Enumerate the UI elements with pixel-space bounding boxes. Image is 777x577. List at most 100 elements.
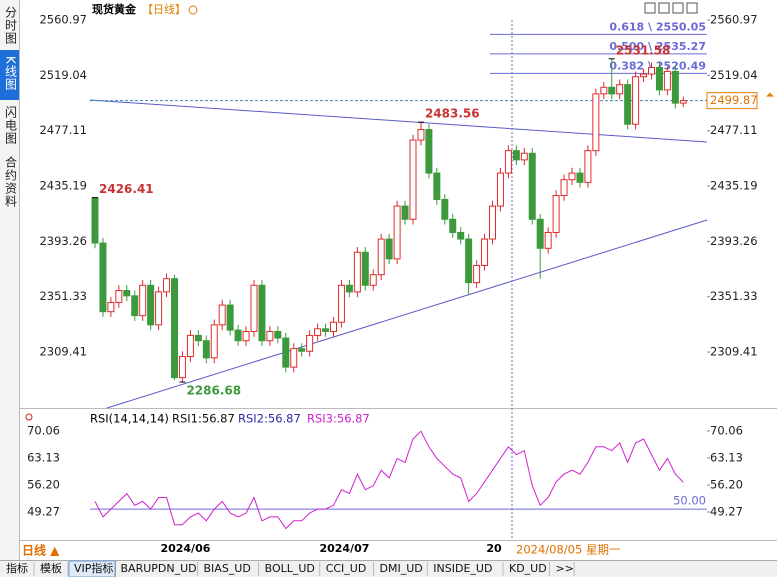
fib-label: 0.618 \ 2550.05: [609, 20, 706, 33]
toolbar-item[interactable]: BIAS_UD: [204, 562, 251, 575]
candle-body: [655, 66, 663, 91]
candle-body: [131, 295, 139, 317]
trend-line: [106, 219, 708, 409]
last-price-arrow: [766, 92, 774, 97]
period-button[interactable]: 日线 ▲: [22, 543, 60, 558]
toolbar-item[interactable]: BARUPDN_UD: [121, 562, 197, 575]
x-tick-label: 20: [486, 542, 502, 555]
y-tick-label: 2560.97: [39, 12, 87, 26]
top-icons: [644, 2, 698, 14]
candle-body: [393, 205, 401, 260]
toolbar-item[interactable]: DMI_UD: [380, 562, 423, 575]
candle-body: [409, 139, 417, 220]
toolbar-item[interactable]: BOLL_UD: [265, 562, 315, 575]
candle-body: [266, 330, 274, 342]
x-tick-label: 2024/07: [319, 542, 369, 555]
candle-body: [99, 242, 107, 313]
candle-body: [369, 274, 377, 286]
y-tick-label: 2477.11: [710, 123, 758, 137]
last-price-label: 2499.87: [710, 93, 758, 107]
chart-period: 【日线】: [142, 2, 186, 16]
candle-body: [178, 356, 186, 379]
toolbar-item[interactable]: VIP指标: [74, 561, 113, 575]
icon[interactable]: [658, 2, 670, 14]
y-tick-label: 2519.04: [710, 68, 758, 82]
candle-body: [147, 284, 155, 326]
candle-body: [91, 197, 99, 244]
icon[interactable]: [672, 2, 684, 14]
rsi-tick-label: 56.20: [27, 477, 60, 491]
icon[interactable]: [686, 2, 698, 14]
sidebar-active: [0, 50, 19, 100]
candle-body: [322, 328, 330, 332]
extreme-label: 2483.56: [425, 107, 480, 121]
rsi-tick-label: 56.20: [710, 477, 743, 491]
candle-body: [194, 334, 202, 342]
candle-body: [361, 251, 369, 286]
y-tick-label: 2560.97: [710, 12, 758, 26]
candle-body: [568, 172, 576, 181]
toolbar-item[interactable]: CCI_UD: [326, 562, 367, 575]
icon[interactable]: [644, 2, 656, 14]
candle-body: [377, 238, 385, 276]
candle-body: [504, 150, 512, 174]
y-tick-label: 2351.33: [39, 289, 87, 303]
cursor-label: 2024/08/05 星期一: [516, 543, 621, 557]
candle-body: [345, 284, 353, 293]
candle-body: [250, 284, 258, 332]
candle-body: [433, 172, 441, 200]
toolbar-active: [68, 560, 116, 577]
sidebar-tab[interactable]: 分时图: [4, 6, 18, 45]
candle-body: [489, 205, 496, 240]
sidebar-tab[interactable]: 合约资料: [4, 155, 18, 208]
add-icon[interactable]: [188, 5, 198, 15]
toolbar-item[interactable]: KD_UD: [509, 562, 547, 575]
candle-body: [600, 86, 608, 95]
candle-body: [560, 179, 568, 197]
settings-icon[interactable]: [25, 413, 33, 421]
rsi-legend: RSI3:56.87: [307, 412, 370, 426]
candle-body: [298, 348, 306, 352]
candle-body: [226, 304, 234, 331]
candle-body: [671, 70, 679, 104]
toolbar-item[interactable]: INSIDE_UD: [433, 562, 492, 575]
fib-label: 0.382 \ 2520.49: [609, 59, 706, 72]
toolbar-item[interactable]: >>: [556, 562, 574, 575]
y-tick-label: 2351.33: [710, 289, 758, 303]
candle-body: [210, 324, 218, 359]
extreme-label: 2531.58: [616, 43, 671, 57]
candle-body: [536, 218, 544, 249]
candle-body: [624, 84, 632, 125]
candle-body: [512, 150, 520, 161]
extreme-label: 2286.68: [186, 384, 241, 398]
candle-body: [648, 66, 655, 75]
rsi-tick-label: 63.13: [27, 451, 60, 465]
rsi-reference-label: 50.00: [673, 494, 706, 508]
candle-body: [282, 337, 290, 368]
candle-body: [449, 218, 457, 233]
candle-body: [417, 129, 425, 141]
chart-title: 现货黄金: [92, 2, 137, 16]
toolbar-item[interactable]: 模板: [40, 561, 62, 575]
trend-line: [89, 99, 708, 143]
candle-body: [496, 172, 504, 207]
y-tick-label: 2393.26: [39, 234, 87, 248]
candle-body: [123, 290, 131, 297]
candle-body: [337, 284, 345, 323]
rsi-tick-label: 49.27: [27, 504, 60, 518]
candle-body: [401, 205, 409, 220]
candle-body: [616, 84, 624, 95]
candle-body: [425, 129, 433, 174]
y-tick-label: 2435.19: [39, 179, 87, 193]
toolbar-item[interactable]: 指标: [6, 561, 28, 575]
sidebar-tab[interactable]: 闪电图: [4, 106, 18, 145]
candle-body: [679, 100, 687, 104]
sidebar-tab[interactable]: K线图: [4, 56, 18, 91]
candle-body: [218, 304, 226, 326]
last-price-box: [706, 92, 758, 110]
x-tick-label: 2024/06: [160, 542, 210, 555]
y-tick-label: 2519.04: [39, 68, 87, 82]
y-tick-label: 2435.19: [710, 179, 758, 193]
candle-body: [385, 238, 393, 260]
